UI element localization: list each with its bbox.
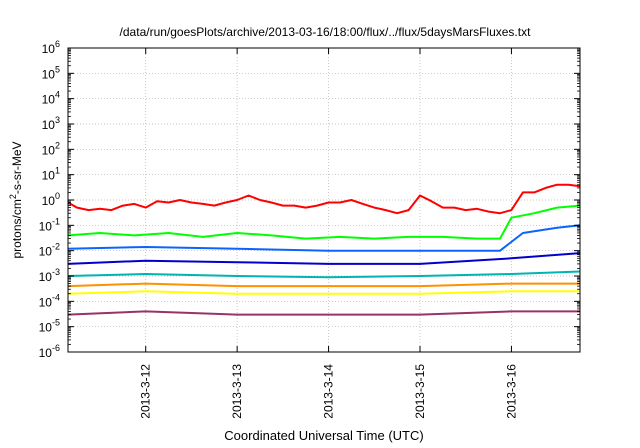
y-tick-label-exponent: 2 [55, 140, 60, 150]
y-tick-label-exponent: 3 [55, 115, 60, 125]
y-axis-label: protons/cm2-s-sr-MeV [8, 141, 24, 258]
series-line [67, 224, 581, 252]
x-axis-ticks: 2013-3-12 2013-3-13 2013-3-14 2013-3-15 2013… [139, 48, 518, 419]
y-tick-label: 10-4 [39, 292, 60, 309]
y-tick-label-base: 10 [42, 194, 56, 208]
y-tick-label-base: 10 [39, 270, 53, 284]
series-line [67, 183, 581, 215]
x-tick-label: 2013-3-14 [322, 364, 336, 419]
y-axis-label-superscript: 2 [8, 194, 18, 199]
series-line [67, 290, 580, 295]
y-tick-label-exponent: 5 [55, 64, 60, 74]
y-tick-label-base: 10 [42, 42, 56, 56]
y-tick-label: 10-1 [39, 216, 60, 233]
y-tick-label: 103 [42, 115, 60, 132]
y-tick-label-base: 10 [42, 67, 56, 81]
y-tick-label: 102 [42, 140, 60, 157]
y-tick-label-exponent: -2 [52, 242, 60, 252]
x-tick-label: 2013-3-13 [230, 364, 244, 419]
y-tick-label-base: 10 [39, 245, 53, 259]
y-axis-label-main: protons/cm [10, 199, 24, 258]
y-tick-label: 10-3 [39, 267, 60, 284]
y-tick-label-base: 10 [42, 169, 56, 183]
y-axis-ticks: 10-610-510-410-310-210-11001011021031041… [39, 39, 580, 360]
y-tick-label: 104 [42, 90, 60, 107]
y-tick-label: 105 [42, 64, 60, 81]
series-line [67, 252, 581, 265]
y-tick-label-exponent: -4 [52, 292, 60, 302]
y-tick-label-exponent: -5 [52, 318, 60, 328]
y-tick-label-base: 10 [42, 93, 56, 107]
y-tick-label-exponent: 0 [55, 191, 60, 201]
y-axis-label-suffix: -s-sr-MeV [10, 141, 24, 194]
y-tick-label-exponent: -3 [52, 267, 60, 277]
y-tick-label: 100 [42, 191, 60, 208]
y-tick-label: 101 [42, 166, 60, 183]
chart-title: /data/run/goesPlots/archive/2013-03-16/1… [120, 25, 532, 39]
y-tick-label-exponent: -1 [52, 216, 60, 226]
x-axis-label: Coordinated Universal Time (UTC) [224, 428, 423, 443]
y-tick-label-base: 10 [42, 118, 56, 132]
y-tick-label-base: 10 [39, 346, 53, 360]
y-tick-label-exponent: 6 [55, 39, 60, 49]
y-tick-label-base: 10 [42, 143, 56, 157]
series-group [67, 183, 581, 316]
y-tick-label-base: 10 [39, 321, 53, 335]
y-tick-label-exponent: 1 [55, 166, 60, 176]
y-tick-label-base: 10 [39, 295, 53, 309]
y-tick-label: 10-2 [39, 242, 60, 259]
y-tick-label-exponent: -6 [52, 343, 60, 353]
series-line [67, 270, 581, 279]
series-line [67, 204, 581, 240]
series-line [67, 282, 580, 288]
x-tick-label: 2013-3-15 [413, 364, 427, 419]
series-line [67, 310, 580, 316]
y-tick-label-base: 10 [39, 219, 53, 233]
y-tick-label: 10-6 [39, 343, 60, 360]
y-tick-label-exponent: 4 [55, 90, 60, 100]
y-tick-label: 106 [42, 39, 60, 56]
x-tick-label: 2013-3-12 [139, 364, 153, 419]
x-tick-label: 2013-3-16 [504, 364, 518, 419]
y-tick-label: 10-5 [39, 318, 60, 335]
